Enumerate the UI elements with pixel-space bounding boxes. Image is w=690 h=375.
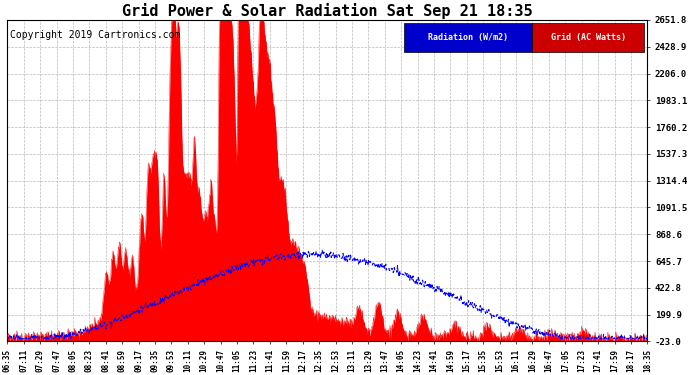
Text: Grid (AC Watts): Grid (AC Watts) <box>551 33 626 42</box>
Text: Copyright 2019 Cartronics.com: Copyright 2019 Cartronics.com <box>10 30 181 40</box>
Bar <box>532 23 644 52</box>
Title: Grid Power & Solar Radiation Sat Sep 21 18:35: Grid Power & Solar Radiation Sat Sep 21 … <box>122 3 533 19</box>
Text: Radiation (W/m2): Radiation (W/m2) <box>428 33 508 42</box>
Bar <box>404 23 532 52</box>
